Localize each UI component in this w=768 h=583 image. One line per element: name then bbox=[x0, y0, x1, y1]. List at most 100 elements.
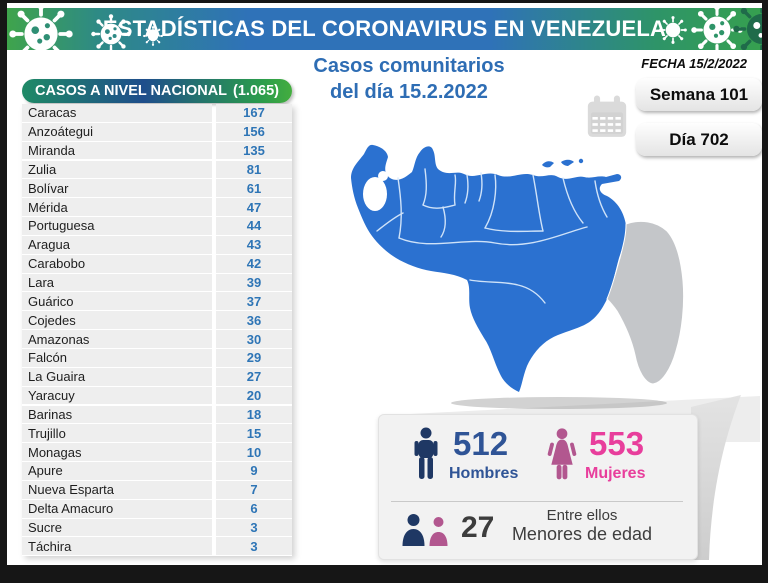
table-row: Yaracuy 20 bbox=[22, 386, 292, 405]
state-name: Mérida bbox=[22, 198, 212, 217]
state-name: Barinas bbox=[22, 405, 212, 424]
table-row: Carabobo 42 bbox=[22, 254, 292, 273]
minors-label-line2: Menores de edad bbox=[511, 524, 653, 544]
state-name: Falcón bbox=[22, 348, 212, 367]
state-name: Apure bbox=[22, 462, 212, 480]
virus-icon bbox=[9, 8, 73, 50]
table-row: Mérida 47 bbox=[22, 198, 292, 217]
minors-label-line1: Entre ellos bbox=[546, 507, 618, 524]
table-row: Delta Amacuro 6 bbox=[22, 499, 292, 518]
state-name: Amazonas bbox=[22, 330, 212, 348]
page-curl bbox=[691, 395, 741, 560]
table-row: La Guaira 27 bbox=[22, 367, 292, 386]
state-value: 167 bbox=[216, 104, 292, 122]
table-row: Lara 39 bbox=[22, 273, 292, 292]
minors-icons bbox=[402, 514, 448, 546]
subtitle-line1: Casos comunitarios bbox=[313, 55, 505, 77]
state-name: Yaracuy bbox=[22, 386, 212, 405]
country-shape bbox=[351, 144, 627, 392]
table-row: Sucre 3 bbox=[22, 518, 292, 537]
state-value: 3 bbox=[216, 537, 292, 556]
table-row: Barinas 18 bbox=[22, 405, 292, 424]
state-value: 18 bbox=[216, 405, 292, 424]
state-name: Anzoátegui bbox=[22, 122, 212, 141]
dia-badge: Día 702 bbox=[636, 123, 762, 156]
table-row: Táchira 3 bbox=[22, 537, 292, 556]
state-name: Delta Amacuro bbox=[22, 499, 212, 518]
state-name: Carabobo bbox=[22, 254, 212, 273]
state-name: Nueva Esparta bbox=[22, 480, 212, 499]
state-value: 10 bbox=[216, 443, 292, 461]
table-row: Trujillo 15 bbox=[22, 424, 292, 443]
table-row: Falcón 29 bbox=[22, 348, 292, 367]
state-value: 156 bbox=[216, 122, 292, 141]
table-row: Caracas 167 bbox=[22, 104, 292, 122]
state-name: Caracas bbox=[22, 104, 212, 122]
table-row: Bolívar 61 bbox=[22, 179, 292, 198]
hombres-label: Hombres bbox=[449, 465, 519, 482]
state-value: 81 bbox=[216, 160, 292, 179]
male-icon bbox=[414, 427, 438, 479]
state-value: 27 bbox=[216, 367, 292, 386]
header-banner: ESTADÍSTICAS DEL CORONAVIRUS EN VENEZUEL… bbox=[7, 8, 762, 50]
table-row: Anzoátegui 156 bbox=[22, 122, 292, 141]
state-name: Trujillo bbox=[22, 424, 212, 443]
virus-icon bbox=[733, 8, 762, 50]
state-value: 15 bbox=[216, 424, 292, 443]
state-value: 29 bbox=[216, 348, 292, 367]
national-table-title: CASOS A NIVEL NACIONAL bbox=[35, 83, 228, 99]
state-name: Monagas bbox=[22, 443, 212, 461]
esequibo-shape bbox=[606, 220, 685, 385]
calendar-icon bbox=[587, 95, 627, 137]
table-row: Cojedes 36 bbox=[22, 311, 292, 330]
national-table-header: CASOS A NIVEL NACIONAL (1.065) bbox=[22, 79, 292, 103]
maracaibo-lake bbox=[363, 171, 388, 211]
table-row: Portuguesa 44 bbox=[22, 217, 292, 235]
state-borders bbox=[376, 168, 608, 304]
slide-canvas: ESTADÍSTICAS DEL CORONAVIRUS EN VENEZUEL… bbox=[7, 3, 762, 565]
state-value: 44 bbox=[216, 217, 292, 235]
table-row: Aragua 43 bbox=[22, 235, 292, 254]
state-name: Guárico bbox=[22, 292, 212, 311]
state-value: 20 bbox=[216, 386, 292, 405]
panel-divider bbox=[391, 501, 683, 502]
national-table-total: (1.065) bbox=[233, 83, 279, 99]
state-name: Zulia bbox=[22, 160, 212, 179]
state-name: Sucre bbox=[22, 518, 212, 537]
minors-value: 27 bbox=[461, 511, 495, 544]
state-value: 6 bbox=[216, 499, 292, 518]
state-name: Bolívar bbox=[22, 179, 212, 198]
state-value: 47 bbox=[216, 198, 292, 217]
state-value: 37 bbox=[216, 292, 292, 311]
table-row: Nueva Esparta 7 bbox=[22, 480, 292, 499]
mujeres-value: 553 bbox=[589, 425, 645, 462]
semana-badge: Semana 101 bbox=[636, 78, 762, 111]
table-row: Miranda 135 bbox=[22, 141, 292, 160]
state-value: 42 bbox=[216, 254, 292, 273]
state-value: 3 bbox=[216, 518, 292, 537]
virus-icon bbox=[143, 26, 163, 46]
state-name: Miranda bbox=[22, 141, 212, 160]
state-value: 43 bbox=[216, 235, 292, 254]
state-value: 7 bbox=[216, 480, 292, 499]
stats-panel: 512 Hombres 553 Mujeres bbox=[378, 414, 698, 560]
female-icon bbox=[547, 428, 577, 480]
table-row: Amazonas 30 bbox=[22, 330, 292, 348]
subtitle-line2: del día 15.2.2022 bbox=[330, 81, 488, 103]
state-value: 135 bbox=[216, 141, 292, 160]
state-name: Aragua bbox=[22, 235, 212, 254]
state-name: Cojedes bbox=[22, 311, 212, 330]
state-name: La Guaira bbox=[22, 367, 212, 386]
virus-icon bbox=[91, 14, 131, 50]
table-row: Zulia 81 bbox=[22, 160, 292, 179]
table-row: Monagas 10 bbox=[22, 443, 292, 461]
virus-icon bbox=[659, 16, 687, 44]
table-row: Guárico 37 bbox=[22, 292, 292, 311]
minors-label: Entre ellos Menores de edad bbox=[497, 507, 667, 545]
national-table: Caracas 167 Anzoátegui 156 Miranda 135 Z… bbox=[22, 104, 292, 556]
table-row: Apure 9 bbox=[22, 462, 292, 480]
state-value: 30 bbox=[216, 330, 292, 348]
state-value: 9 bbox=[216, 462, 292, 480]
state-value: 39 bbox=[216, 273, 292, 292]
